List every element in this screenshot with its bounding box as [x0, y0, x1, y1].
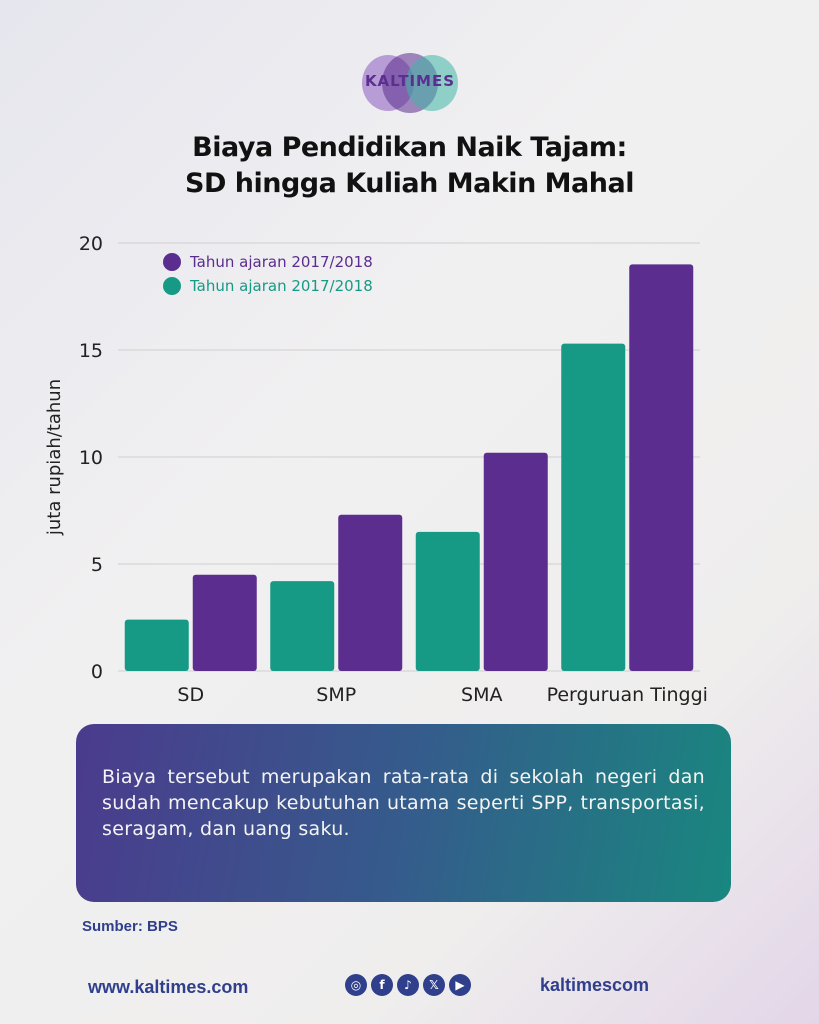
legend-marker: [163, 253, 181, 271]
logo-text: KALTIMES: [364, 72, 456, 90]
bar-smp-purple: [338, 514, 403, 671]
y-tick-label: 15: [79, 340, 103, 362]
x-tick-label: Perguruan Tinggi: [547, 684, 708, 706]
note-box: Biaya tersebut merupakan rata-rata di se…: [76, 724, 731, 902]
x-tick-label: SMP: [316, 684, 356, 706]
footer-handle[interactable]: kaltimescom: [540, 975, 650, 995]
bar-perguruan-tinggi-purple: [629, 264, 694, 671]
title-line-1: Biaya Pendidikan Naik Tajam:: [192, 132, 627, 163]
x-icon[interactable]: 𝕏: [423, 974, 445, 996]
bar-perguruan-tinggi-teal: [561, 343, 626, 671]
instagram-icon[interactable]: ◎: [345, 974, 367, 996]
youtube-icon[interactable]: ▶: [449, 974, 471, 996]
bar-chart: 0 5 10 15 20 juta rupiah/tahun SD SMP SMA Perguru…: [44, 233, 708, 706]
y-axis-label: juta rupiah/tahun: [44, 379, 65, 536]
legend-label: Tahun ajaran 2017/2018: [189, 277, 373, 295]
bar-sd-purple: [192, 574, 257, 671]
facebook-icon[interactable]: f: [371, 974, 393, 996]
tiktok-icon[interactable]: ♪: [397, 974, 419, 996]
page-title: Biaya Pendidikan Naik Tajam: SD hingga K…: [0, 130, 819, 202]
social-icons: ◎ f ♪ 𝕏 ▶: [345, 974, 471, 996]
bar-smp-teal: [270, 581, 335, 671]
y-tick-label: 10: [79, 447, 103, 469]
source-label: Sumber: BPS: [82, 918, 178, 935]
bar-sma-purple: [483, 452, 548, 671]
bar-sma-teal: [415, 531, 480, 671]
legend-marker: [163, 277, 181, 295]
title-line-2: SD hingga Kuliah Makin Mahal: [185, 168, 634, 199]
kaltimes-logo: KALTIMES: [340, 50, 480, 116]
x-tick-label: SMA: [461, 684, 502, 706]
bar-sd-teal: [124, 619, 189, 671]
y-tick-label: 20: [79, 233, 103, 255]
note-text: Biaya tersebut merupakan rata-rata di se…: [102, 766, 705, 840]
y-tick-label: 0: [91, 661, 103, 683]
x-tick-label: SD: [177, 684, 204, 706]
legend-label: Tahun ajaran 2017/2018: [189, 253, 373, 271]
footer-website[interactable]: www.kaltimes.com: [88, 977, 249, 997]
y-tick-label: 5: [91, 554, 103, 576]
